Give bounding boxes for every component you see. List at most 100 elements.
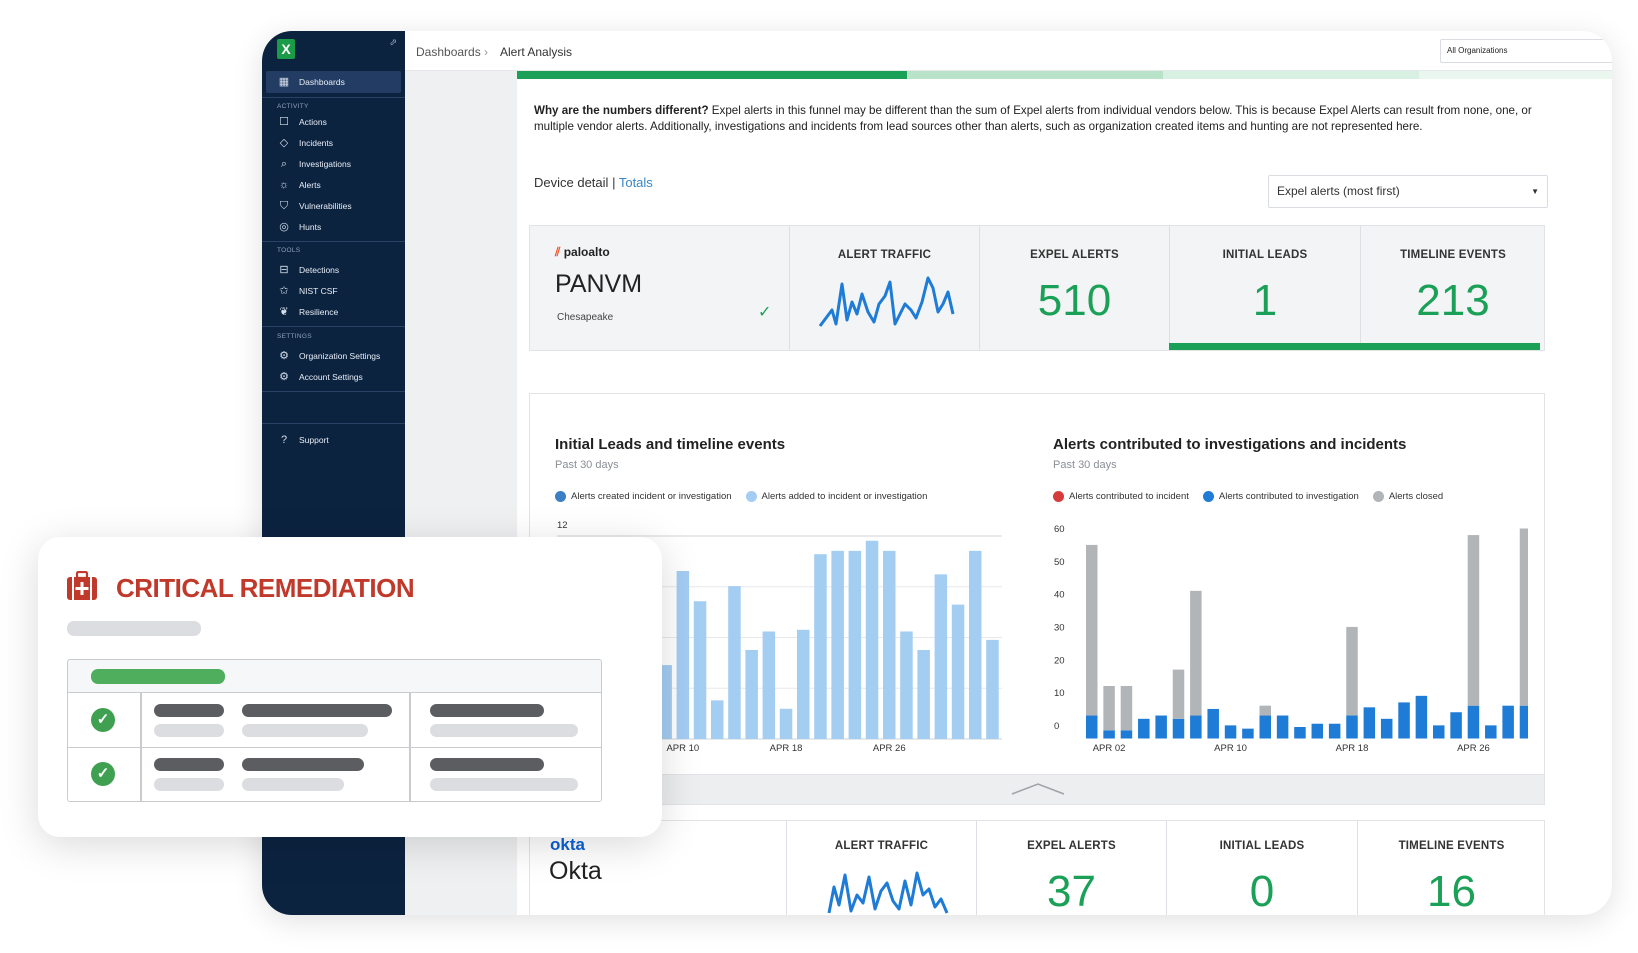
sidebar-item-actions[interactable]: ☐ Actions (277, 114, 327, 130)
expel-alerts-cell: EXPEL ALERTS 37 (976, 821, 1166, 915)
sidebar-item-label: Account Settings (299, 372, 363, 382)
check-icon: ✓ (91, 708, 115, 732)
x-tick-label: APR 02 (1093, 743, 1126, 754)
sidebar-item-vulnerabilities[interactable]: ⛉ Vulnerabilities (277, 198, 352, 214)
chart-bar-investigation (1086, 715, 1098, 739)
expel-alerts-value: 510 (1037, 276, 1112, 325)
expel-alerts-cell: EXPEL ALERTS 510 (979, 226, 1169, 350)
sidebar-item-hunts[interactable]: ◎ Hunts (277, 219, 321, 235)
chart-legend: Alerts contributed to incident Alerts co… (1053, 491, 1457, 502)
vendor-logo-text: paloalto (563, 245, 610, 259)
sidebar-section-settings: SETTINGS (277, 333, 312, 340)
chart-bar (693, 601, 707, 739)
timeline-events-value: 16 (1427, 867, 1476, 915)
chart-bar (951, 604, 965, 739)
collapse-charts-bar[interactable] (530, 774, 1544, 804)
sidebar-item-incidents[interactable]: ◇ Incidents (277, 135, 333, 151)
totals-link[interactable]: Totals (618, 175, 653, 190)
table-row[interactable] (68, 748, 601, 801)
sidebar-item-account-settings[interactable]: ⚙ Account Settings (277, 369, 363, 385)
chart-bar-investigation (1519, 705, 1528, 739)
note-heading: Why are the numbers different? (534, 104, 709, 117)
expel-alerts-value: 37 (1047, 867, 1096, 915)
sidebar-item-detections[interactable]: ⊟ Detections (277, 262, 339, 278)
organization-select[interactable]: All Organizations ▼ (1440, 39, 1612, 63)
chart-bar-investigation (1259, 715, 1271, 739)
funnel-progress-segment (907, 71, 1163, 79)
chart-bar-investigation (1415, 695, 1428, 739)
x-tick-label: APR 10 (666, 743, 699, 754)
x-tick-label: APR 18 (770, 743, 803, 754)
page-title: Alert Analysis (500, 45, 573, 59)
sidebar-item-resilience[interactable]: ❦ Resilience (277, 304, 338, 320)
chart-bar (969, 550, 982, 739)
chart-bar-investigation (1433, 725, 1445, 739)
chart-bar (900, 631, 913, 739)
initial-leads-value: 1 (1252, 276, 1278, 325)
placeholder-bar (91, 669, 225, 684)
metric-label: EXPEL ALERTS (1027, 840, 1116, 852)
vendor-card-panvm[interactable]: ⫽ paloalto PANVM Chesapeake ✓ ALERT TRAF… (529, 225, 1545, 351)
chart-bar-closed (1103, 686, 1115, 731)
organization-select-value: All Organizations (1447, 46, 1508, 55)
chart-bar (762, 631, 776, 739)
remediation-table: ✓ ✓ (67, 659, 602, 802)
actions-icon: ☐ (279, 116, 289, 128)
placeholder-bar (242, 778, 344, 791)
sidebar-item-dashboards[interactable]: ▦ Dashboards (277, 74, 345, 90)
remediation-table-header (68, 660, 601, 693)
sidebar-active-highlight (266, 71, 401, 93)
table-row[interactable] (68, 693, 601, 747)
sidebar-item-investigations[interactable]: ⌕ Investigations (277, 156, 351, 172)
charts-panel: Initial Leads and timeline events Past 3… (529, 393, 1545, 805)
metric-label: TIMELINE EVENTS (1400, 249, 1506, 261)
sort-select[interactable]: Expel alerts (most first) ▼ (1268, 175, 1548, 208)
sidebar-item-nist-csf[interactable]: ✩ NIST CSF (277, 283, 337, 299)
chart-bar-closed (1120, 686, 1133, 731)
expel-logo-icon[interactable]: X (277, 39, 295, 59)
sidebar-divider (262, 391, 405, 392)
legend-swatch (1372, 491, 1384, 502)
help-icon: ? (280, 434, 288, 446)
chart-bar (711, 700, 724, 739)
alerts-contributed-chart: 0 10 20 30 40 50 60 APR 02 APR 10 APR 18 APR 26 (1054, 524, 1528, 754)
placeholder-bar (67, 621, 201, 636)
sidebar-item-alerts[interactable]: ☼ Alerts (277, 177, 321, 193)
placeholder-bar (242, 724, 368, 737)
diamond-icon: ◇ (279, 137, 289, 149)
legend-label: Alerts closed (1388, 491, 1444, 502)
y-tick-label: 20 (1054, 655, 1065, 666)
legend-swatch (745, 491, 757, 502)
remediation-title: CRITICAL REMEDIATION (116, 573, 415, 603)
chart-bar (848, 550, 862, 739)
initial-leads-cell: INITIAL LEADS 1 (1169, 226, 1360, 350)
chart-bar (917, 649, 930, 739)
sidebar-item-label: Organization Settings (299, 351, 381, 361)
chart-bar (934, 574, 948, 739)
sidebar-item-organization-settings[interactable]: ⚙ Organization Settings (277, 348, 380, 364)
chart-bar-investigation (1294, 727, 1306, 739)
pin-icon[interactable]: ⬀ (389, 37, 397, 47)
sidebar-item-label: Vulnerabilities (299, 201, 352, 211)
sidebar-item-support[interactable]: ? Support (277, 432, 329, 448)
placeholder-bar (430, 724, 578, 737)
siren-icon: ☼ (278, 179, 290, 191)
initial-leads-value: 0 (1249, 867, 1275, 915)
sidebar-item-label: Resilience (299, 307, 339, 317)
device-detail-tab[interactable]: Device detail (534, 175, 609, 190)
funnel-progress-segment (517, 71, 907, 79)
placeholder-bar (154, 704, 224, 717)
y-tick-label: 60 (1054, 524, 1065, 535)
chart-bar-investigation (1120, 730, 1133, 739)
chart-subtitle: Past 30 days (555, 459, 619, 471)
vendor-card-okta[interactable]: okta Okta ALERT TRAFFIC EXPEL ALERTS 37 … (529, 820, 1545, 915)
sidebar-divider (262, 326, 405, 327)
breadcrumb-dashboards[interactable]: Dashboards (416, 45, 481, 59)
placeholder-bar (154, 778, 224, 791)
chart-bar-investigation (1103, 730, 1115, 739)
chart-bar-closed (1346, 626, 1358, 716)
vendor-location: Chesapeake (557, 312, 614, 323)
chart-bar-investigation (1346, 715, 1358, 739)
paloalto-mark-icon: ⫽ (555, 245, 561, 259)
chart-legend: Alerts created incident or investigation… (555, 491, 941, 502)
